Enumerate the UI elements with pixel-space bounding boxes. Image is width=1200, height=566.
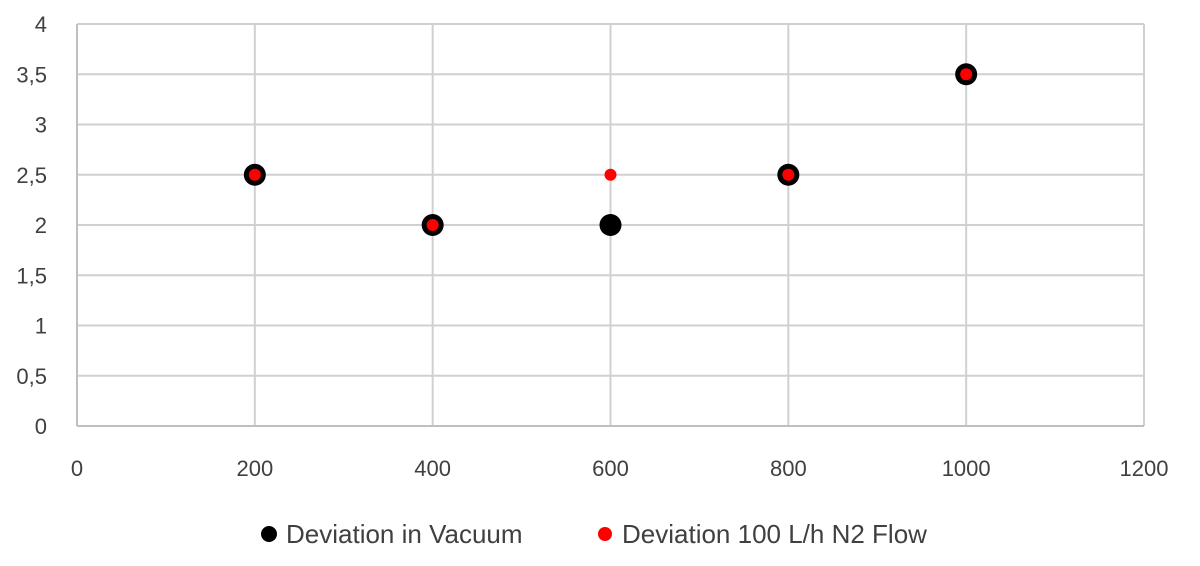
legend: Deviation in Vacuum Deviation 100 L/h N2… [261, 519, 927, 549]
n2-flow-point [604, 168, 617, 181]
x-tick-labels: 0 200 400 600 800 1000 1200 [71, 456, 1169, 481]
legend-label-n2-flow: Deviation 100 L/h N2 Flow [622, 519, 927, 549]
n2-flow-point [426, 219, 439, 231]
y-tick-label: 0,5 [16, 364, 47, 389]
axes [76, 24, 1144, 427]
legend-label-vacuum: Deviation in Vacuum [286, 519, 523, 549]
plot-series [243, 63, 978, 236]
legend-marker-n2-flow [598, 527, 612, 541]
x-tick-label: 0 [71, 456, 83, 481]
y-tick-label: 1,5 [16, 263, 47, 288]
legend-marker-vacuum [261, 526, 277, 542]
x-tick-label: 800 [770, 456, 807, 481]
x-tick-label: 200 [236, 456, 273, 481]
legend-item-n2-flow: Deviation 100 L/h N2 Flow [598, 519, 927, 549]
y-tick-labels: 0 0,5 1 1,5 2 2,5 3 3,5 4 [16, 12, 47, 439]
x-tick-label: 600 [592, 456, 629, 481]
x-tick-label: 1000 [942, 456, 991, 481]
n2-flow-point [782, 168, 795, 181]
y-tick-label: 1 [35, 314, 47, 339]
n2-flow-point [248, 168, 261, 181]
vacuum-point [599, 214, 622, 236]
y-tick-label: 2,5 [16, 163, 47, 188]
y-tick-label: 3 [35, 113, 47, 138]
x-tick-label: 1200 [1120, 456, 1169, 481]
legend-item-vacuum: Deviation in Vacuum [261, 519, 523, 549]
y-tick-label: 2 [35, 213, 47, 238]
n2-flow-point [960, 68, 973, 81]
y-tick-label: 3,5 [16, 62, 47, 87]
x-tick-label: 400 [414, 456, 451, 481]
y-tick-label: 4 [35, 12, 47, 37]
y-tick-label: 0 [35, 414, 47, 439]
